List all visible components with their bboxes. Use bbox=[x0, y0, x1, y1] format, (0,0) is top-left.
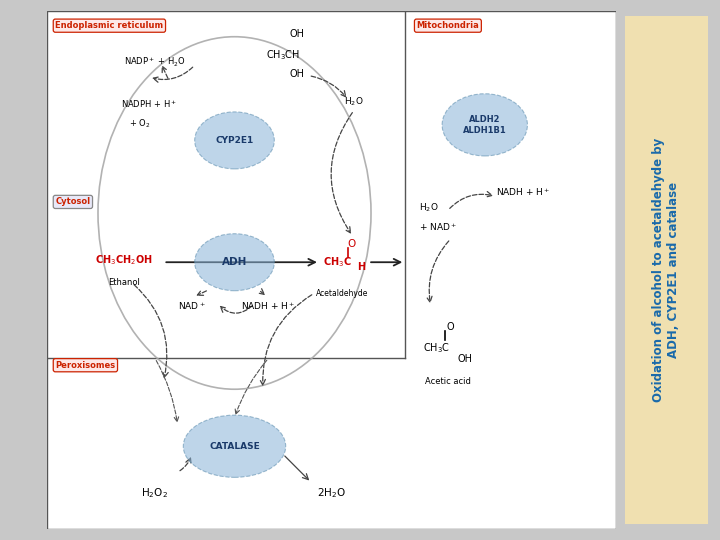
Text: H$_2$O: H$_2$O bbox=[419, 201, 439, 214]
Text: Acetaldehyde: Acetaldehyde bbox=[316, 289, 369, 298]
Text: O: O bbox=[347, 239, 355, 249]
Text: Ethanol: Ethanol bbox=[108, 279, 140, 287]
Text: ALDH2
ALDH1B1: ALDH2 ALDH1B1 bbox=[463, 115, 507, 134]
Text: Endoplasmic reticulum: Endoplasmic reticulum bbox=[55, 21, 163, 30]
Ellipse shape bbox=[194, 234, 274, 291]
Text: NADH + H$^+$: NADH + H$^+$ bbox=[241, 300, 296, 312]
Text: CH$_3$CH$_2$OH: CH$_3$CH$_2$OH bbox=[95, 253, 153, 267]
Text: CATALASE: CATALASE bbox=[209, 442, 260, 451]
Text: OH: OH bbox=[289, 29, 305, 39]
Text: ADH: ADH bbox=[222, 257, 247, 267]
Text: H$_2$O: H$_2$O bbox=[344, 95, 364, 108]
Text: 2H$_2$O: 2H$_2$O bbox=[317, 486, 346, 500]
Ellipse shape bbox=[194, 112, 274, 169]
Text: CH$_3$C: CH$_3$C bbox=[423, 341, 450, 355]
Text: Oxidation of alcohol to acetaldehyde by
ADH, CYP2E1 and catalase: Oxidation of alcohol to acetaldehyde by … bbox=[652, 138, 680, 402]
Text: OH: OH bbox=[457, 354, 472, 364]
Text: Mitochondria: Mitochondria bbox=[417, 21, 480, 30]
Text: Cytosol: Cytosol bbox=[55, 198, 91, 206]
Ellipse shape bbox=[442, 94, 528, 156]
FancyBboxPatch shape bbox=[623, 0, 710, 540]
Text: Peroxisomes: Peroxisomes bbox=[55, 361, 115, 370]
Text: NADH + H$^+$: NADH + H$^+$ bbox=[496, 186, 551, 198]
Text: H: H bbox=[356, 262, 365, 272]
Text: CYP2E1: CYP2E1 bbox=[215, 136, 253, 145]
Text: H$_2$O$_2$: H$_2$O$_2$ bbox=[141, 486, 168, 500]
Text: NAD$^+$: NAD$^+$ bbox=[178, 300, 206, 312]
Text: CH$_3$C: CH$_3$C bbox=[323, 255, 351, 269]
Text: Acetic acid: Acetic acid bbox=[425, 377, 471, 386]
Text: + NAD$^+$: + NAD$^+$ bbox=[419, 221, 457, 233]
Text: + O$_2$: + O$_2$ bbox=[130, 118, 150, 130]
Text: NADPH + H$^+$: NADPH + H$^+$ bbox=[121, 98, 177, 110]
Text: OH: OH bbox=[289, 69, 305, 79]
Text: NADP$^+$ + H$_2$O: NADP$^+$ + H$_2$O bbox=[124, 56, 186, 69]
Text: O: O bbox=[447, 322, 454, 332]
Ellipse shape bbox=[184, 415, 286, 477]
Text: CH$_3$CH: CH$_3$CH bbox=[266, 48, 300, 62]
